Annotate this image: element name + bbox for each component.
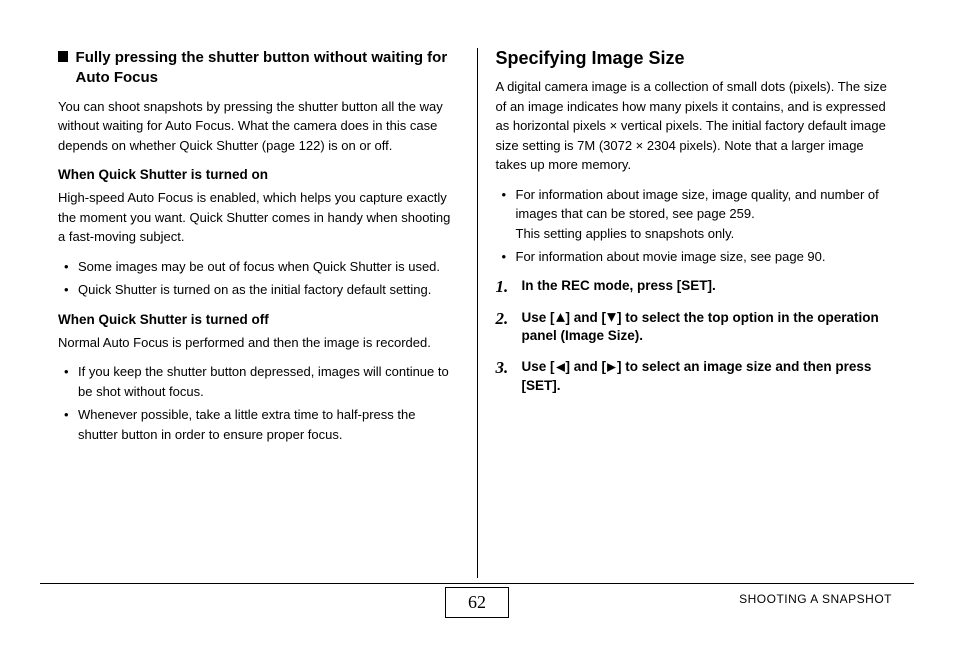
triangle-down-icon <box>606 312 617 323</box>
section-heading-text: Fully pressing the shutter button withou… <box>76 48 459 89</box>
bullet-list: For information about image size, image … <box>496 185 897 267</box>
sub-body: Normal Auto Focus is performed and then … <box>58 333 459 353</box>
list-item: For information about image size, image … <box>496 185 897 244</box>
numbered-steps: 1. In the REC mode, press [SET]. 2. Use … <box>496 277 897 397</box>
intro-paragraph: A digital camera image is a collection o… <box>496 77 897 175</box>
list-item: For information about movie image size, … <box>496 247 897 267</box>
bullet-list: If you keep the shutter button depressed… <box>58 362 459 444</box>
bullet-list: Some images may be out of focus when Qui… <box>58 257 459 300</box>
footer-rule <box>40 583 914 584</box>
bullet-text: For information about image size, image … <box>516 187 879 222</box>
list-item: If you keep the shutter button depressed… <box>58 362 459 401</box>
step-text: In the REC mode, press [SET]. <box>522 277 716 296</box>
chapter-title: SHOOTING A SNAPSHOT <box>739 592 892 606</box>
list-item: Whenever possible, take a little extra t… <box>58 405 459 444</box>
triangle-right-icon <box>606 362 617 373</box>
list-item: Quick Shutter is turned on as the initia… <box>58 280 459 300</box>
footer-row: 62 SHOOTING A SNAPSHOT <box>40 588 914 628</box>
step-number: 1. <box>496 277 516 297</box>
manual-page: Fully pressing the shutter button withou… <box>0 0 954 646</box>
step-fragment: ] and [ <box>566 310 607 325</box>
page-footer: 62 SHOOTING A SNAPSHOT <box>0 583 954 628</box>
right-column: Specifying Image Size A digital camera i… <box>478 48 915 578</box>
two-column-layout: Fully pressing the shutter button withou… <box>40 48 914 578</box>
step-item: 1. In the REC mode, press [SET]. <box>496 277 897 297</box>
list-item: Some images may be out of focus when Qui… <box>58 257 459 277</box>
step-item: 2. Use [] and [] to select the top optio… <box>496 309 897 347</box>
triangle-up-icon <box>555 312 566 323</box>
sub-body: High-speed Auto Focus is enabled, which … <box>58 188 459 247</box>
left-column: Fully pressing the shutter button withou… <box>40 48 477 578</box>
intro-paragraph: You can shoot snapshots by pressing the … <box>58 97 459 156</box>
step-text: Use [] and [] to select an image size an… <box>522 358 897 396</box>
step-fragment: ] and [ <box>566 359 607 374</box>
triangle-left-icon <box>555 362 566 373</box>
step-item: 3. Use [] and [] to select an image size… <box>496 358 897 396</box>
bullet-subtext: This setting applies to snapshots only. <box>516 224 897 244</box>
subheading: When Quick Shutter is turned off <box>58 312 459 327</box>
step-fragment: Use [ <box>522 310 555 325</box>
step-fragment: Use [ <box>522 359 555 374</box>
step-text: Use [] and [] to select the top option i… <box>522 309 897 347</box>
page-number: 62 <box>445 587 509 618</box>
section-heading: Fully pressing the shutter button withou… <box>58 48 459 89</box>
square-bullet-icon <box>58 51 68 62</box>
subheading: When Quick Shutter is turned on <box>58 167 459 182</box>
step-number: 3. <box>496 358 516 378</box>
section-title: Specifying Image Size <box>496 48 897 69</box>
step-number: 2. <box>496 309 516 329</box>
